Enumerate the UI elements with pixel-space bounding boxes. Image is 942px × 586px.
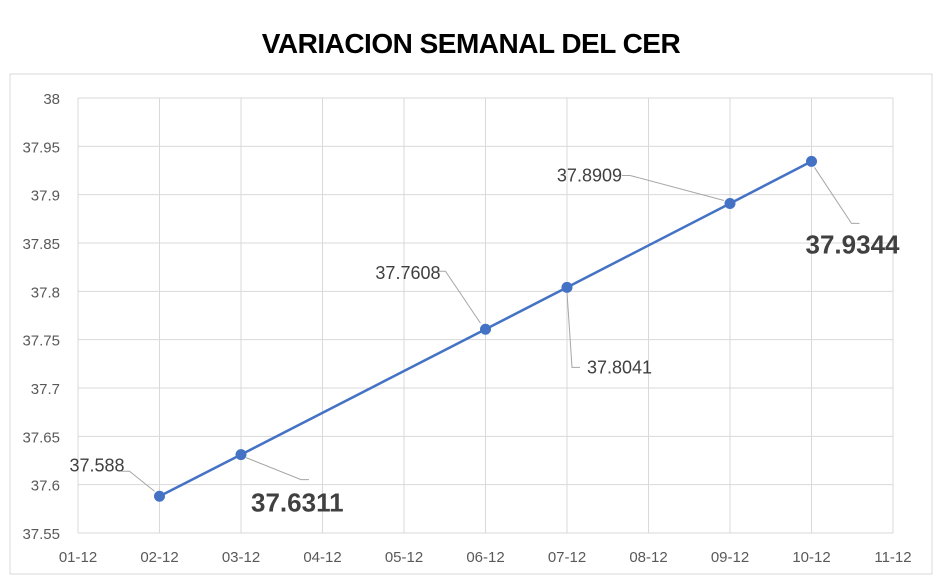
- data-point: [806, 155, 817, 167]
- chart-title: VARIACION SEMANAL DEL CER: [261, 28, 681, 59]
- x-tick-label: 07-12: [548, 549, 586, 566]
- chart-border: [9, 73, 933, 575]
- x-tick-label: 02-12: [140, 549, 178, 566]
- data-label: 37.9344: [806, 229, 901, 259]
- x-tick-label: 05-12: [385, 549, 423, 566]
- data-label-leader: [437, 270, 481, 324]
- x-tick-label: 03-12: [222, 549, 260, 566]
- data-label: 37.588: [69, 455, 124, 475]
- x-tick-label: 11-12: [874, 549, 911, 566]
- data-label-leader: [121, 470, 155, 492]
- y-tick-label: 37.65: [22, 429, 60, 446]
- data-point: [480, 323, 491, 335]
- y-tick-label: 37.6: [31, 478, 60, 495]
- x-tick-label: 01-12: [59, 549, 97, 566]
- data-label: 37.8909: [557, 165, 622, 185]
- data-point: [561, 281, 573, 293]
- series-line: [158, 160, 813, 498]
- x-tick-label: 08-12: [629, 549, 667, 566]
- y-tick-label: 37.7: [31, 381, 60, 398]
- y-tick-label: 38: [43, 91, 60, 108]
- x-tick-label: 04-12: [303, 549, 341, 566]
- data-point: [235, 449, 247, 461]
- y-tick-label: 37.9: [31, 188, 60, 205]
- data-label-leader: [814, 167, 860, 224]
- y-tick-label: 37.75: [22, 333, 60, 350]
- y-tick-label: 37.85: [22, 236, 60, 253]
- x-tick-label: 09-12: [711, 549, 749, 566]
- y-tick-label: 37.8: [31, 284, 60, 301]
- data-label: 37.6311: [251, 488, 344, 518]
- x-tick-label: 10-12: [792, 549, 830, 566]
- data-label: 37.7608: [375, 263, 440, 283]
- data-label-leader: [622, 174, 725, 201]
- data-label-leader: [566, 292, 580, 368]
- data-point: [724, 197, 736, 209]
- data-label: 37.8041: [587, 357, 652, 377]
- data-label-leader: [245, 457, 309, 481]
- x-tick-label: 06-12: [466, 549, 504, 566]
- y-tick-label: 37.95: [22, 139, 60, 156]
- data-point: [154, 490, 165, 502]
- y-tick-label: 37.55: [22, 526, 60, 543]
